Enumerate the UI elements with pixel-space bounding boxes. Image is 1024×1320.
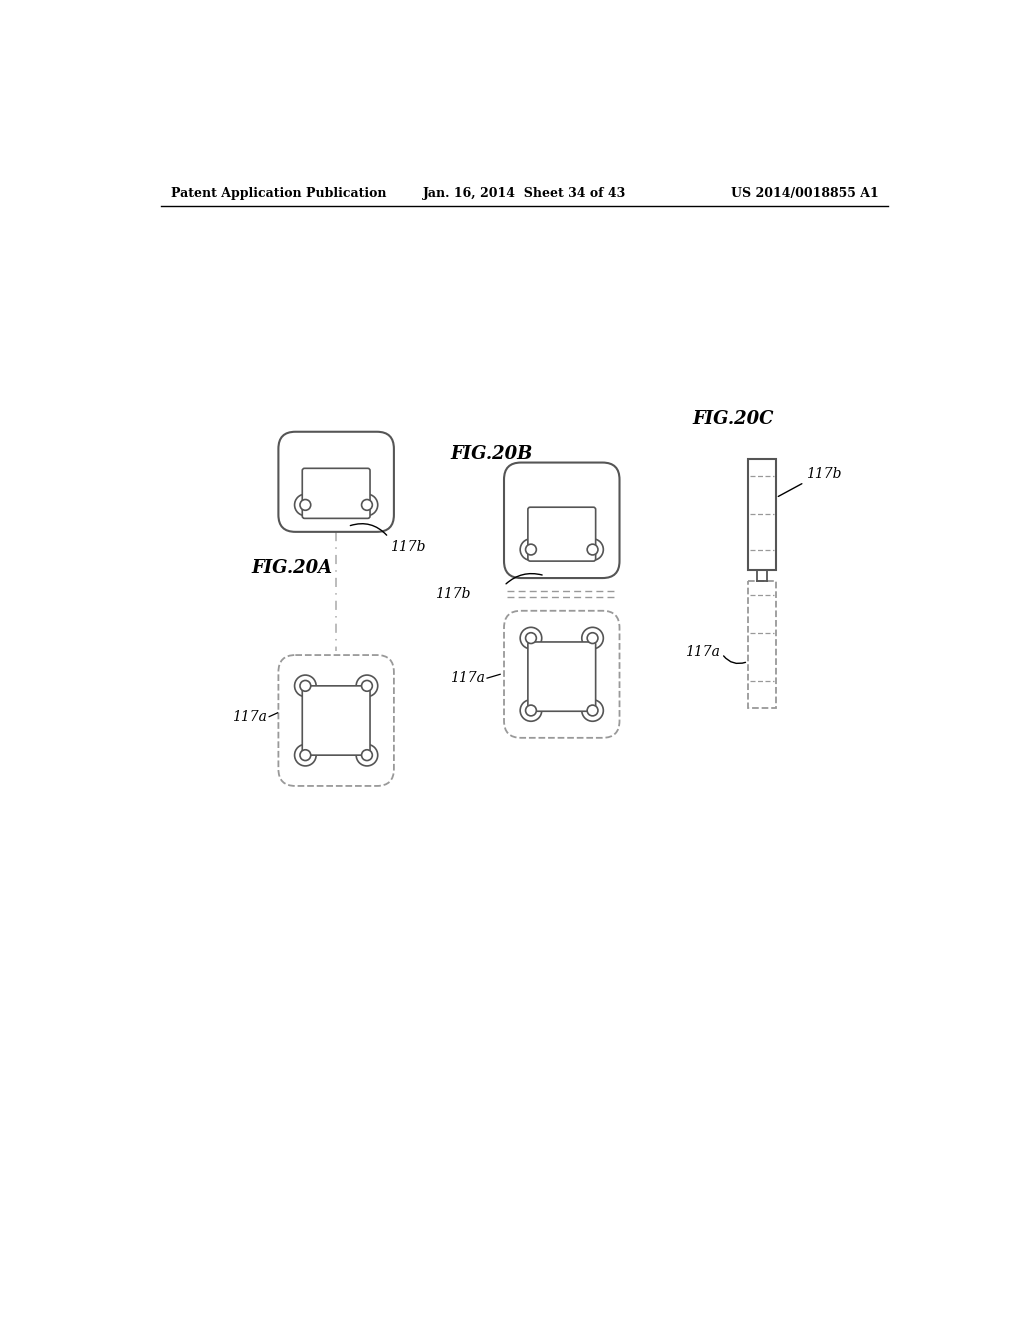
Bar [749, 581, 776, 708]
Circle shape [300, 750, 310, 760]
Circle shape [587, 544, 598, 554]
Text: FIG.20C: FIG.20C [692, 411, 774, 428]
Circle shape [361, 681, 373, 692]
Text: 117a: 117a [232, 710, 267, 723]
FancyBboxPatch shape [504, 611, 620, 738]
Circle shape [295, 494, 316, 516]
FancyBboxPatch shape [302, 686, 370, 755]
Text: 117a: 117a [685, 645, 720, 659]
Circle shape [361, 499, 373, 511]
Circle shape [356, 675, 378, 697]
Text: 117b: 117b [806, 467, 842, 480]
FancyBboxPatch shape [528, 642, 596, 711]
Circle shape [587, 632, 598, 644]
Circle shape [525, 544, 537, 554]
Circle shape [525, 632, 537, 644]
Circle shape [295, 675, 316, 697]
Circle shape [582, 627, 603, 649]
Text: FIG.20A: FIG.20A [252, 558, 333, 577]
Circle shape [520, 700, 542, 721]
Text: FIG.20B: FIG.20B [451, 445, 532, 463]
Circle shape [356, 744, 378, 766]
Text: US 2014/0018855 A1: US 2014/0018855 A1 [731, 187, 879, 201]
Circle shape [587, 705, 598, 715]
Circle shape [582, 539, 603, 560]
Text: 117b: 117b [435, 587, 471, 602]
Circle shape [295, 744, 316, 766]
Circle shape [361, 750, 373, 760]
Text: Jan. 16, 2014  Sheet 34 of 43: Jan. 16, 2014 Sheet 34 of 43 [423, 187, 627, 201]
Circle shape [356, 494, 378, 516]
Circle shape [520, 627, 542, 649]
Circle shape [300, 499, 310, 511]
FancyBboxPatch shape [528, 507, 596, 561]
FancyBboxPatch shape [279, 432, 394, 532]
Circle shape [582, 700, 603, 721]
Text: 117a: 117a [450, 671, 484, 685]
Circle shape [520, 539, 542, 560]
Text: 117b: 117b [390, 540, 426, 554]
Circle shape [300, 681, 310, 692]
FancyBboxPatch shape [302, 469, 370, 519]
Circle shape [525, 705, 537, 715]
FancyBboxPatch shape [279, 655, 394, 785]
FancyBboxPatch shape [504, 462, 620, 578]
Bar [749, 459, 776, 570]
Text: Patent Application Publication: Patent Application Publication [171, 187, 386, 201]
